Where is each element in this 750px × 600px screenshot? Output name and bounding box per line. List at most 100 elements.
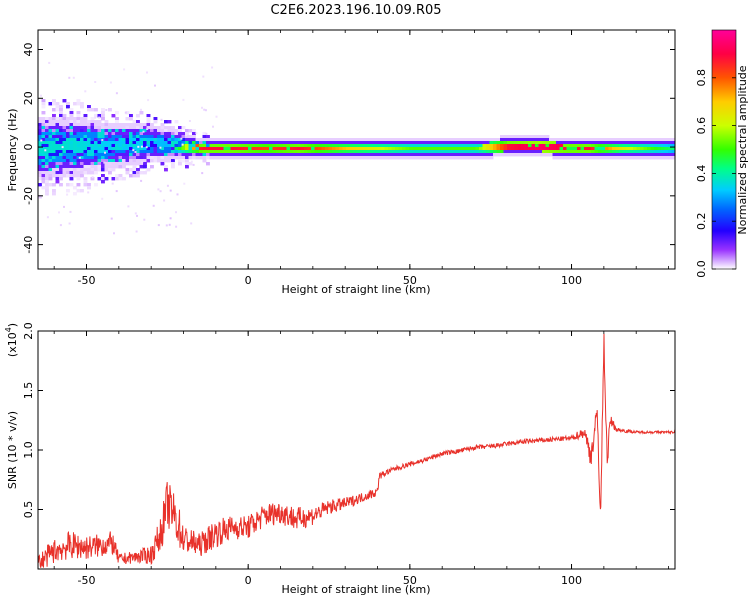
spectrogram-cell [342, 147, 347, 151]
spectrogram-cell [598, 147, 602, 151]
spectrogram-cell [573, 141, 578, 145]
spectrogram-cell [615, 138, 620, 142]
spectrogram-cell [111, 114, 116, 118]
spectrogram-cell [258, 153, 263, 157]
spectrogram-cell [556, 147, 560, 151]
spectrogram-x-axis: -50 0 50 100 [53, 30, 669, 287]
spectrogram-cell [601, 147, 606, 151]
spectrogram-cell [202, 147, 207, 151]
spectrogram-cell [465, 153, 469, 157]
spectrogram-cell [591, 156, 595, 160]
spectrogram-cell [262, 141, 266, 145]
spectrogram-cell [395, 141, 399, 145]
spectrogram-cell [108, 138, 112, 142]
spectrogram-cell [598, 141, 602, 145]
spectrogram-cell [132, 135, 137, 139]
spectrogram-cell [398, 147, 403, 151]
spectrogram-cell [76, 123, 81, 127]
spectrogram-cell [619, 150, 623, 154]
spectrogram-cell [349, 150, 354, 154]
spectrogram-cell [353, 156, 357, 160]
spectrogram-cell [41, 162, 46, 166]
spectrogram-cell [626, 138, 630, 142]
spectrogram-cell [640, 150, 644, 154]
spectrogram-cell [559, 144, 564, 148]
spectrogram-cell [304, 147, 308, 151]
spectrogram-cell [97, 138, 102, 142]
spectrogram-cell [559, 138, 564, 142]
spectrogram-cell [153, 141, 158, 145]
spectrogram-cell [293, 141, 298, 145]
spectrogram-cell [111, 135, 116, 139]
spectrogram-cell [115, 111, 119, 115]
spectrogram-cell [213, 138, 217, 142]
spectrogram-cell [342, 150, 347, 154]
spectrogram-cell [307, 147, 312, 151]
spectrogram-cell [241, 153, 245, 157]
spectrogram-cell [272, 144, 277, 148]
spectrogram-cell [468, 138, 473, 142]
spectrogram-cell [514, 138, 518, 142]
spectrogram-cell [115, 117, 119, 121]
spectrogram-cell [223, 153, 228, 157]
spectrogram-cell [633, 153, 637, 157]
spectrogram-cell [412, 156, 417, 160]
spectrogram-cell [647, 141, 651, 145]
spectrogram-cell [482, 144, 487, 148]
spectrogram-cell [461, 138, 466, 142]
spectrogram-cell [41, 180, 46, 184]
spectrogram-cell [423, 138, 427, 142]
spectrogram-cell [479, 144, 483, 148]
spectrogram-cell [416, 156, 420, 160]
spectrogram-cell [72, 76, 75, 79]
spectrogram-cell [594, 141, 599, 145]
spectrogram-cell [115, 147, 119, 151]
spectrogram-cell [661, 156, 665, 160]
spectrogram-cell [629, 138, 634, 142]
spectrogram-cell [661, 153, 665, 157]
spectrogram-cell [538, 138, 543, 142]
spectrogram-cell [405, 156, 410, 160]
spectrogram-cell [167, 153, 172, 157]
spectrogram-cell [181, 156, 186, 160]
spectrogram-cell [69, 165, 74, 169]
spectrogram-cell [73, 102, 77, 106]
spectrogram-cell [87, 191, 90, 194]
spectrogram-cell [76, 159, 81, 163]
spectrogram-cell [325, 138, 329, 142]
spectrogram-cell [195, 147, 200, 151]
spectrogram-cell [461, 150, 466, 154]
spectrogram-cell [153, 147, 158, 151]
spectrogram-cell [185, 129, 189, 133]
spectrogram-cell [580, 156, 585, 160]
spectrogram-cell [181, 138, 186, 142]
spectrogram-cell [52, 132, 56, 136]
spectrogram-cell [69, 210, 72, 213]
spectrogram-cell [118, 129, 123, 133]
spectrogram-cell [73, 165, 77, 169]
spectrogram-cell [38, 123, 42, 127]
spectrogram-cell [171, 159, 175, 163]
spectrogram-cell [650, 147, 655, 151]
spectrogram-cell [115, 150, 119, 154]
spectrogram-cell [45, 132, 49, 136]
spectrogram-cell [489, 153, 494, 157]
spectrogram-cell [66, 153, 70, 157]
spectrogram-cell [608, 144, 613, 148]
spectrogram-cell [297, 156, 301, 160]
spectrogram-cell [479, 147, 483, 151]
spectrogram-cell [440, 150, 445, 154]
spectrogram-cell [535, 141, 539, 145]
spectrogram-cell [125, 156, 130, 160]
spectrogram-cell [409, 147, 413, 151]
spectrogram-cell [69, 111, 74, 115]
spectrogram-cell [174, 135, 179, 139]
spectrogram-cell [80, 117, 84, 121]
spectrogram-cell [111, 138, 116, 142]
spectrogram-cell [601, 141, 606, 145]
spectrogram-cell [192, 132, 196, 136]
spectrogram-cell [517, 147, 522, 151]
spectrogram-cell [444, 156, 448, 160]
spectrogram-cell [286, 150, 291, 154]
spectrogram-cell [503, 150, 508, 154]
